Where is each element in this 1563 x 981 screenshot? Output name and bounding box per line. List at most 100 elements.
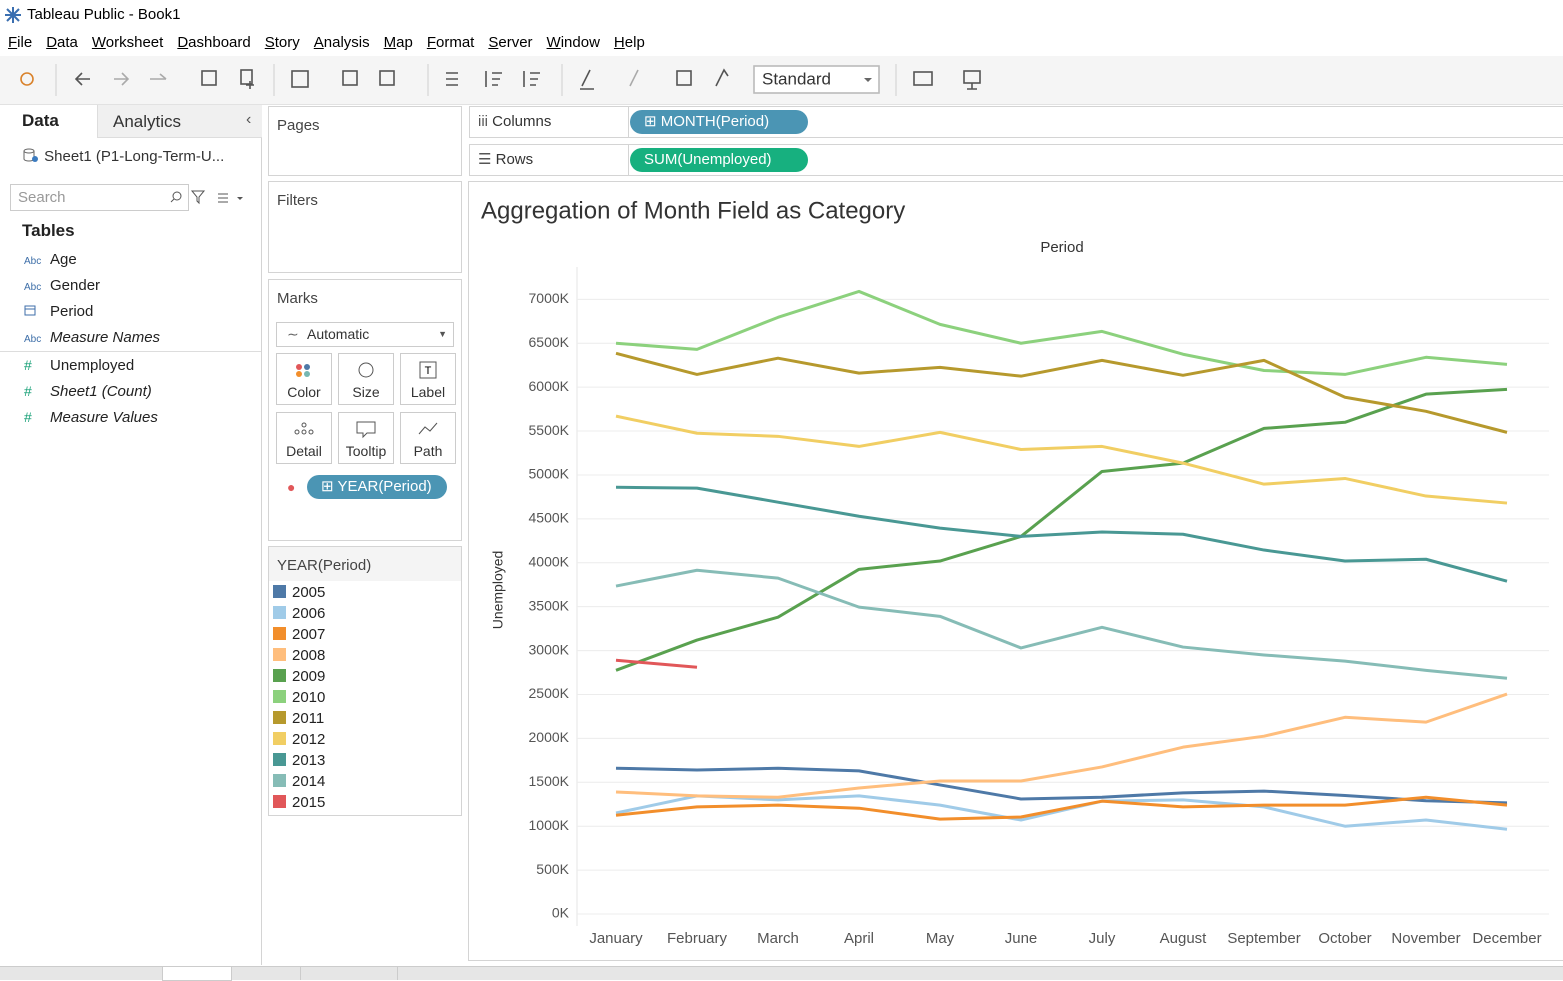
pane-tools[interactable] bbox=[190, 188, 250, 208]
year-pill[interactable]: ⊞ YEAR(Period) bbox=[307, 475, 447, 499]
series-line bbox=[615, 794, 1508, 831]
x-tick-label: March bbox=[757, 930, 799, 947]
series-line bbox=[615, 289, 1508, 376]
tables-heading: Tables bbox=[22, 221, 75, 240]
field[interactable]: # Unemployed bbox=[24, 357, 134, 374]
menu-item[interactable]: Story bbox=[264, 34, 300, 51]
mark-button[interactable]: Size bbox=[338, 353, 394, 405]
menu-item[interactable]: Help bbox=[613, 34, 645, 51]
tab-active bbox=[0, 105, 97, 137]
mark-type-dropdown[interactable]: ∼ Automatic ▼ bbox=[276, 322, 454, 347]
view-size[interactable]: Standard bbox=[762, 69, 831, 88]
year-pill-label: YEAR(Period) bbox=[337, 478, 432, 495]
mark-button-label: Size bbox=[352, 384, 380, 400]
y-tick-label: 6500K bbox=[529, 334, 570, 350]
rows-pill-label: SUM(Unemployed) bbox=[644, 151, 772, 168]
y-tick-label: 5500K bbox=[529, 422, 570, 438]
legend-item: 2013 bbox=[273, 752, 325, 769]
mark-button[interactable]: Color bbox=[276, 353, 332, 405]
y-tick-label: 2000K bbox=[529, 729, 570, 745]
series-line bbox=[615, 568, 1508, 680]
collapse-icon[interactable]: ‹ bbox=[246, 111, 252, 128]
rows-pill[interactable]: SUM(Unemployed) bbox=[630, 148, 808, 172]
menu-item[interactable]: File bbox=[8, 34, 33, 51]
mark-button[interactable]: Detail bbox=[276, 412, 332, 464]
legend-swatch bbox=[273, 627, 286, 640]
series-line bbox=[615, 485, 1508, 583]
x-tick-label: September bbox=[1227, 930, 1300, 947]
legend-item: 2007 bbox=[273, 626, 325, 643]
legend-swatch bbox=[273, 669, 286, 682]
y-tick-label: 1500K bbox=[529, 773, 570, 789]
series-line bbox=[615, 658, 698, 669]
series-line bbox=[615, 692, 1508, 799]
legend-item: 2012 bbox=[273, 731, 325, 748]
x-tick-label: August bbox=[1160, 930, 1208, 947]
legend-item: 2005 bbox=[273, 584, 325, 601]
legend-label: 2009 bbox=[292, 668, 326, 685]
x-header: Period bbox=[1040, 239, 1083, 256]
legend-item: 2009 bbox=[273, 668, 325, 685]
app-icon bbox=[5, 7, 21, 23]
menu-item[interactable]: Worksheet bbox=[91, 34, 164, 51]
field[interactable]: # Sheet1 (Count) bbox=[24, 383, 152, 400]
menu-item[interactable]: Analysis bbox=[313, 34, 370, 51]
legend-item: 2015 bbox=[273, 794, 325, 811]
field-name: Sheet1 (Count) bbox=[50, 383, 152, 400]
data-pane: Data Analytics ‹ Sheet1 (P1-Long-Term-U.… bbox=[0, 105, 262, 965]
field[interactable]: Abc Gender bbox=[24, 277, 100, 294]
x-tick-label: November bbox=[1391, 930, 1460, 947]
search-icon bbox=[170, 191, 182, 203]
menu-item[interactable]: Format bbox=[426, 34, 475, 51]
field[interactable]: # Measure Values bbox=[24, 409, 158, 426]
field[interactable]: Period bbox=[24, 303, 93, 320]
menu-item[interactable]: Map bbox=[383, 34, 413, 51]
new-tabs[interactable] bbox=[300, 967, 398, 980]
menu-item[interactable]: Dashboard bbox=[177, 34, 251, 51]
data-source[interactable]: Sheet1 (P1-Long-Term-U... bbox=[22, 147, 224, 165]
data-tab[interactable]: Data bbox=[22, 111, 59, 130]
legend-label: 2011 bbox=[292, 710, 325, 727]
mark-button[interactable]: Path bbox=[400, 412, 456, 464]
menu-item[interactable]: Server bbox=[488, 34, 533, 51]
legend-swatch bbox=[273, 753, 286, 766]
color-legend: YEAR(Period) 2005 2006 2007 2008 2009 2010 201… bbox=[268, 546, 462, 816]
legend-item: 2014 bbox=[273, 773, 325, 790]
menu-item[interactable]: Window bbox=[546, 34, 600, 51]
x-tick-label: December bbox=[1472, 930, 1541, 947]
legend-label: 2008 bbox=[292, 647, 326, 664]
legend-swatch bbox=[273, 648, 286, 661]
y-tick-label: 1000K bbox=[529, 817, 570, 833]
x-tick-label: January bbox=[589, 930, 643, 947]
analytics-tab[interactable]: Analytics bbox=[113, 112, 182, 131]
mark-button[interactable]: T Label bbox=[400, 353, 456, 405]
y-tick-label: 0K bbox=[552, 905, 570, 921]
rows-text: Rows bbox=[495, 151, 534, 168]
field-type: Abc bbox=[24, 256, 42, 267]
field[interactable]: Abc Measure Names bbox=[24, 329, 160, 346]
mark-button[interactable]: Tooltip bbox=[338, 412, 394, 464]
x-tick-label: July bbox=[1089, 930, 1116, 947]
field-name: Unemployed bbox=[50, 357, 135, 374]
y-tick-label: 6000K bbox=[529, 378, 570, 394]
search-placeholder: Search bbox=[18, 189, 66, 206]
field-type: # bbox=[24, 409, 32, 425]
field[interactable]: Abc Age bbox=[24, 251, 77, 268]
search-box[interactable]: Search bbox=[10, 184, 189, 211]
legend-label: 2007 bbox=[292, 626, 326, 643]
chart-title: Aggregation of Month Field as Category bbox=[481, 197, 905, 224]
field-name: Age bbox=[50, 251, 77, 268]
series-line bbox=[615, 351, 1508, 434]
legend-title: YEAR(Period) bbox=[277, 557, 372, 574]
x-tick-label: May bbox=[926, 930, 955, 947]
y-tick-label: 4000K bbox=[529, 553, 570, 569]
field-type: # bbox=[24, 383, 32, 399]
columns-pill[interactable]: ⊞ MONTH(Period) bbox=[630, 110, 808, 134]
legend-label: 2014 bbox=[292, 773, 326, 790]
tab-inactive bbox=[97, 105, 262, 138]
menu-bar: File Data Worksheet Dashboard Story Analysis M… bbox=[0, 31, 645, 55]
separator bbox=[0, 351, 261, 352]
menu-item[interactable]: Data bbox=[46, 34, 78, 51]
legend-swatch bbox=[273, 732, 286, 745]
mark-button-label: Tooltip bbox=[345, 443, 387, 459]
